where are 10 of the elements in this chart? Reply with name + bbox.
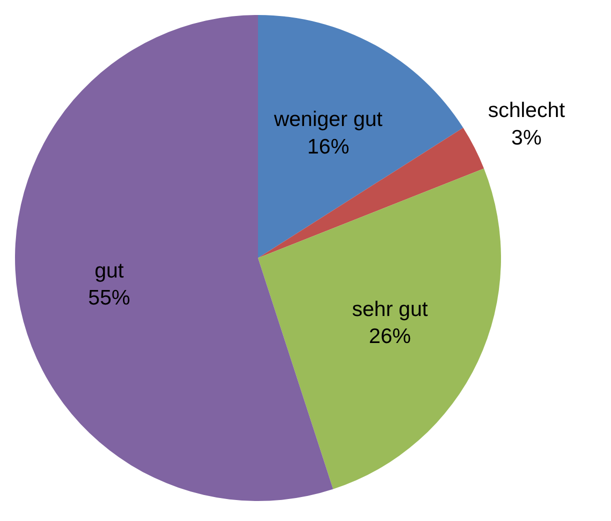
- data-label: 55%: [88, 286, 130, 310]
- slice-label: gut: [94, 259, 124, 282]
- pie-slice: [258, 168, 501, 490]
- pie-slice: [258, 15, 464, 258]
- data-label: 3%: [511, 126, 542, 150]
- slice-label: sehr gut: [352, 298, 428, 321]
- data-label: 26%: [368, 325, 411, 348]
- data-label: 16%: [307, 135, 350, 158]
- slice-label: schlecht: [488, 99, 566, 122]
- slice-label: weniger gut: [272, 108, 383, 132]
